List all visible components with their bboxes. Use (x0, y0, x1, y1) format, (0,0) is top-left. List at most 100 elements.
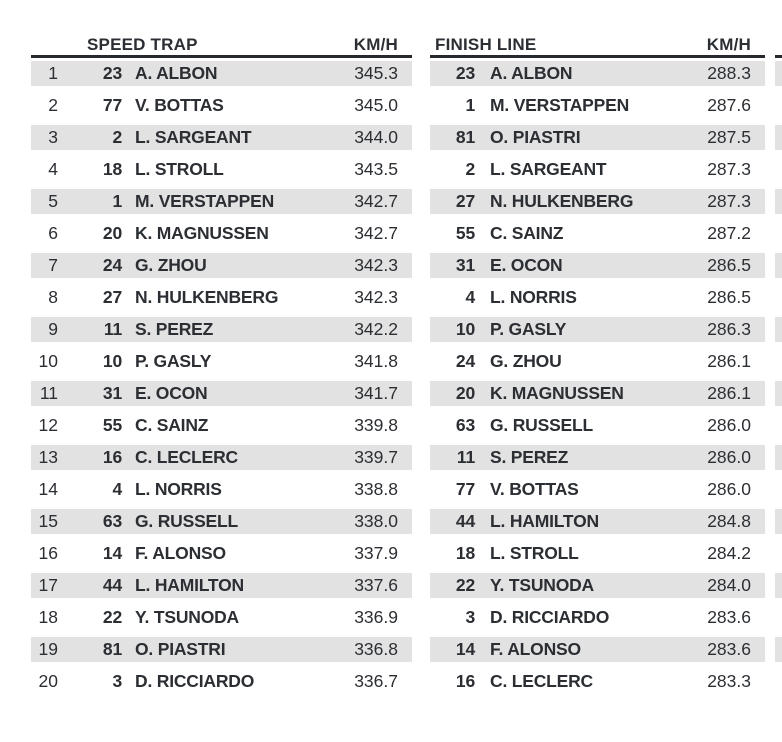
finish-line-header-row: FINISH LINE KM/H (430, 32, 765, 58)
speed-kmh-cell: 336.7 (354, 671, 398, 691)
rank-cell: 3 (48, 127, 58, 147)
rank-cell: 8 (48, 287, 58, 307)
speed-trap-unit-header: KM/H (353, 35, 398, 54)
cropped-table-row-band (775, 349, 782, 374)
car-number-cell: 55 (102, 415, 122, 435)
rank-cell: 12 (38, 415, 58, 435)
finish-line-rows: 23 A. ALBON 288.3 1 M. VERSTAPPEN 287.6 81 O. P… (430, 61, 765, 694)
car-number-cell: 1 (465, 95, 475, 115)
car-number-cell: 81 (455, 127, 475, 147)
speed-kmh-cell: 338.8 (354, 479, 398, 499)
car-number-cell: 18 (102, 159, 122, 179)
speed-kmh-cell: 345.0 (354, 95, 398, 115)
speed-kmh-cell: 342.7 (354, 223, 398, 243)
driver-cell: Y. TSUNODA (135, 607, 239, 627)
speed-kmh-cell: 288.3 (707, 63, 751, 83)
driver-cell: V. BOTTAS (490, 479, 579, 499)
cropped-table-row-band (775, 573, 782, 598)
driver-cell: C. LECLERC (490, 671, 594, 691)
driver-cell: K. MAGNUSSEN (135, 223, 269, 243)
table-row: 2 L. SARGEANT 287.3 (430, 157, 765, 182)
driver-cell: G. ZHOU (490, 351, 562, 371)
cropped-third-table-sliver (775, 32, 782, 701)
driver-cell: N. HULKENBERG (135, 287, 279, 307)
table-row: 23 A. ALBON 288.3 (430, 61, 765, 86)
rank-cell: 18 (38, 607, 58, 627)
table-row: 6 20 K. MAGNUSSEN 342.7 (31, 221, 412, 246)
cropped-table-row-band (775, 477, 782, 502)
car-number-cell: 27 (102, 287, 122, 307)
car-number-cell: 3 (112, 671, 122, 691)
table-row: 55 C. SAINZ 287.2 (430, 221, 765, 246)
rank-cell: 7 (48, 255, 58, 275)
car-number-cell: 2 (112, 127, 122, 147)
cropped-table-row-band (775, 61, 782, 86)
car-number-cell: 10 (455, 319, 475, 339)
speed-kmh-cell: 336.8 (354, 639, 398, 659)
car-number-cell: 22 (102, 607, 122, 627)
cropped-table-row-band (775, 445, 782, 470)
speed-kmh-cell: 287.2 (707, 223, 751, 243)
table-row: 10 P. GASLY 286.3 (430, 317, 765, 342)
driver-cell: C. SAINZ (490, 223, 564, 243)
cropped-table-header-rule (775, 32, 782, 58)
driver-cell: D. RICCIARDO (135, 671, 255, 691)
car-number-cell: 31 (455, 255, 475, 275)
speed-kmh-cell: 343.5 (354, 159, 398, 179)
car-number-cell: 16 (455, 671, 475, 691)
table-row: 24 G. ZHOU 286.1 (430, 349, 765, 374)
rank-cell: 20 (38, 671, 58, 691)
speed-kmh-cell: 339.7 (354, 447, 398, 467)
driver-cell: L. SARGEANT (135, 127, 252, 147)
speed-kmh-cell: 283.6 (707, 607, 751, 627)
car-number-cell: 24 (455, 351, 475, 371)
driver-cell: L. HAMILTON (135, 575, 244, 595)
speed-kmh-cell: 287.3 (707, 159, 751, 179)
driver-cell: L. HAMILTON (490, 511, 599, 531)
driver-cell: M. VERSTAPPEN (135, 191, 275, 211)
car-number-cell: 4 (112, 479, 122, 499)
rank-cell: 2 (48, 95, 58, 115)
car-number-cell: 44 (455, 511, 475, 531)
car-number-cell: 11 (456, 447, 475, 467)
speed-kmh-cell: 284.0 (707, 575, 751, 595)
finish-line-title: FINISH LINE (435, 35, 537, 54)
speed-trap-title: SPEED TRAP (87, 35, 198, 54)
cropped-table-row-band (775, 93, 782, 118)
rank-cell: 4 (48, 159, 58, 179)
driver-cell: F. ALONSO (135, 543, 226, 563)
table-row: 3 D. RICCIARDO 283.6 (430, 605, 765, 630)
driver-cell: E. OCON (490, 255, 563, 275)
speed-kmh-cell: 286.5 (707, 255, 751, 275)
car-number-cell: 63 (455, 415, 475, 435)
cropped-table-row-band (775, 605, 782, 630)
cropped-table-row-band (775, 125, 782, 150)
driver-cell: N. HULKENBERG (490, 191, 634, 211)
driver-cell: K. MAGNUSSEN (490, 383, 624, 403)
table-row: 2 77 V. BOTTAS 345.0 (31, 93, 412, 118)
speed-kmh-cell: 341.8 (354, 351, 398, 371)
cropped-table-row-band (775, 285, 782, 310)
car-number-cell: 20 (102, 223, 122, 243)
speed-kmh-cell: 287.6 (707, 95, 751, 115)
table-row: 22 Y. TSUNODA 284.0 (430, 573, 765, 598)
table-row: 63 G. RUSSELL 286.0 (430, 413, 765, 438)
driver-cell: O. PIASTRI (490, 127, 581, 147)
table-row: 77 V. BOTTAS 286.0 (430, 477, 765, 502)
rank-cell: 17 (38, 575, 58, 595)
speed-kmh-cell: 287.5 (707, 127, 751, 147)
rank-cell: 15 (38, 511, 58, 531)
rank-cell: 19 (38, 639, 58, 659)
speed-kmh-cell: 345.3 (354, 63, 398, 83)
driver-cell: S. PEREZ (135, 319, 214, 339)
speed-kmh-cell: 337.9 (354, 543, 398, 563)
table-row: 13 16 C. LECLERC 339.7 (31, 445, 412, 470)
speed-kmh-cell: 283.3 (707, 671, 751, 691)
speed-kmh-cell: 286.0 (707, 447, 751, 467)
cropped-table-row-band (775, 253, 782, 278)
finish-line-unit-header: KM/H (706, 35, 751, 54)
driver-cell: P. GASLY (135, 351, 212, 371)
speed-kmh-cell: 341.7 (354, 383, 398, 403)
speed-kmh-cell: 286.5 (707, 287, 751, 307)
cropped-table-row-band (775, 157, 782, 182)
